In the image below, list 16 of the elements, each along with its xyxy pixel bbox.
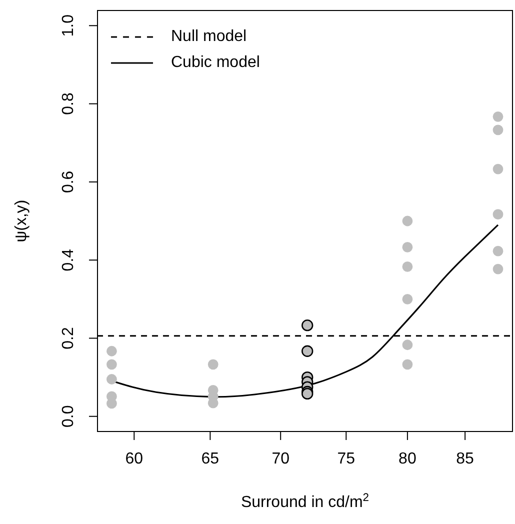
- x-tick-label: 70: [272, 450, 290, 468]
- x-tick-label: 75: [337, 450, 356, 468]
- y-tick-label: 0.0: [60, 405, 77, 428]
- x-axis-title: Surround in cd/m$^{2}$: [240, 492, 370, 511]
- x-tick-label: 85: [456, 450, 474, 468]
- x-tick-label: 65: [201, 450, 220, 468]
- legend-label: Cubic model: [171, 53, 260, 73]
- x-tick-label: 60: [125, 450, 144, 468]
- y-tick-label: 0.2: [60, 327, 77, 350]
- y-tick-label: 0.4: [60, 248, 77, 272]
- y-axis-title: ψ(x,y): [13, 200, 30, 242]
- legend-label: Null model: [171, 27, 247, 47]
- y-tick-label: 0.6: [60, 170, 77, 194]
- y-tick-label: 0.8: [60, 92, 77, 115]
- x-tick-label: 80: [398, 450, 416, 468]
- y-tick-label: 1.0: [60, 14, 77, 37]
